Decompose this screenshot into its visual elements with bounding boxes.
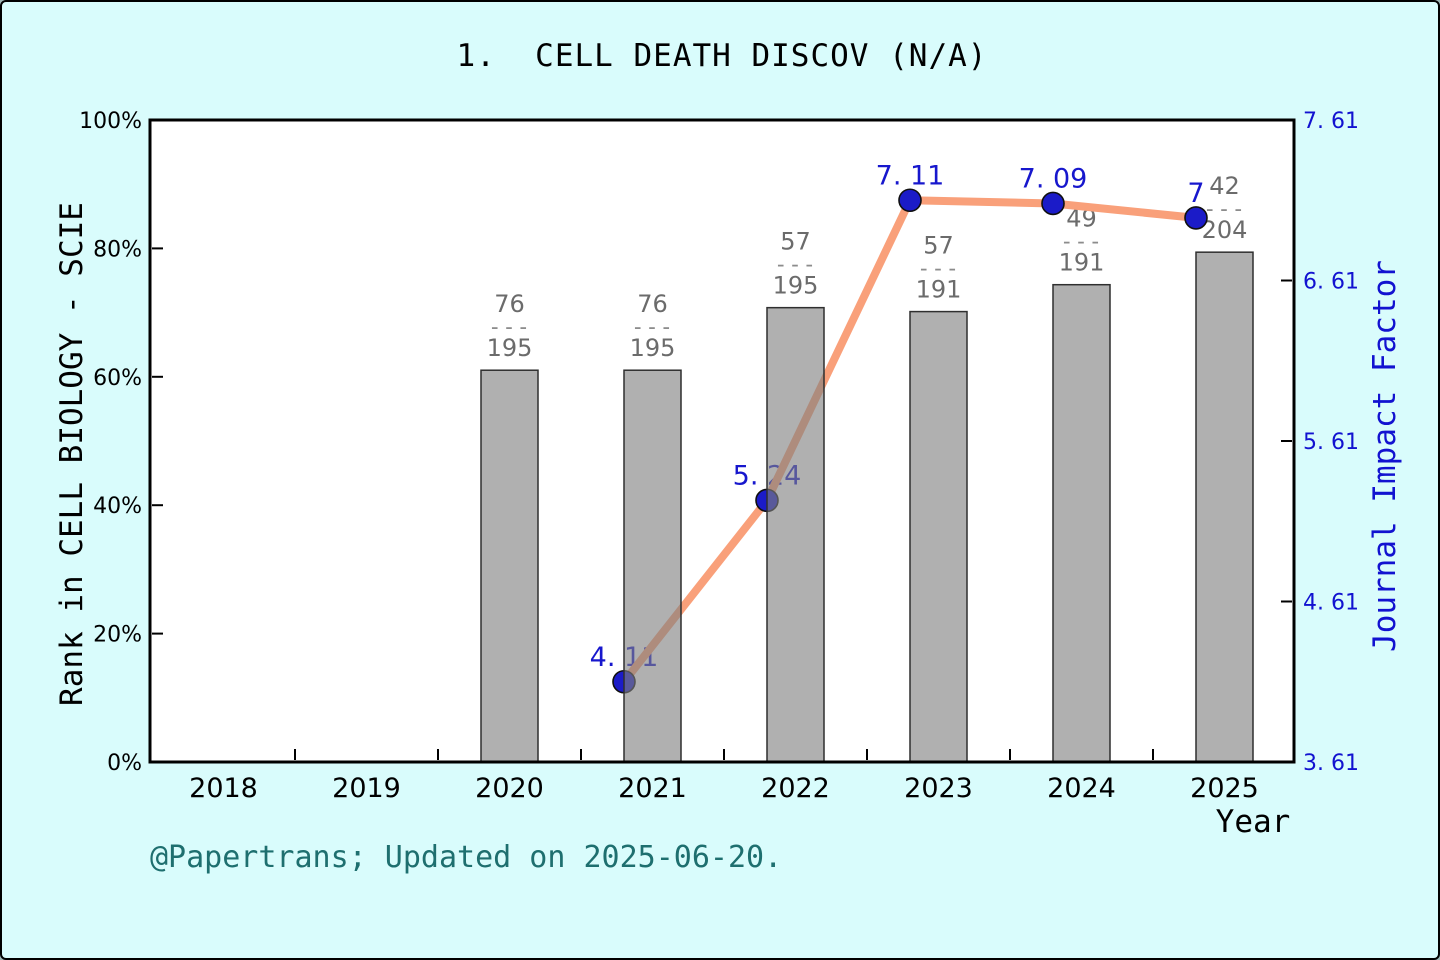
bar-rank-divider: --- <box>774 253 817 278</box>
impact-factor-point <box>1184 206 1208 230</box>
rank-bar <box>766 306 825 763</box>
left-axis-tick-label: 100% <box>79 109 142 134</box>
plot-background <box>150 120 1294 762</box>
impact-factor-label: 7. 09 <box>1019 163 1088 194</box>
right-axis-tick-label: 4. 61 <box>1303 591 1359 616</box>
attribution-note: @Papertrans; Updated on 2025-06-20. <box>150 840 783 875</box>
bar-rank-numerator: 57 <box>780 228 811 256</box>
x-axis-year-label: 2023 <box>904 773 973 804</box>
bar-rank-numerator: 76 <box>494 290 525 318</box>
plot-frame <box>148 118 1296 764</box>
bar-rank-denominator: 191 <box>916 276 962 304</box>
x-axis-year-label: 2025 <box>1190 773 1259 804</box>
x-axis-year-label: 2024 <box>1047 773 1116 804</box>
bar-rank-divider: --- <box>917 257 960 282</box>
bar-rank-divider: --- <box>1060 230 1103 255</box>
bar-rank-denominator: 195 <box>487 334 533 362</box>
impact-factor-label: 7 <box>1187 178 1204 209</box>
left-axis-tick-label: 40% <box>93 494 142 519</box>
chart-title: 1. CELL DEATH DISCOV (N/A) <box>456 38 988 74</box>
bar-rank-divider: --- <box>1203 197 1246 222</box>
left-axis-tick-label: 0% <box>107 751 142 776</box>
right-axis-title: Journal Impact Factor <box>1367 260 1403 652</box>
x-axis-year-label: 2019 <box>332 773 401 804</box>
bar-rank-numerator: 57 <box>923 232 954 260</box>
bar-rank-numerator: 76 <box>637 290 668 318</box>
left-axis-tick-label: 20% <box>93 623 142 648</box>
rank-bar <box>909 310 968 763</box>
left-axis-title: Rank in CELL BIOLOGY - SCIE <box>54 202 90 706</box>
left-axis-tick-label: 80% <box>93 237 142 262</box>
right-axis-tick-label: 5. 61 <box>1303 430 1359 455</box>
rank-bar <box>1195 251 1254 763</box>
x-axis-title: Year <box>1215 804 1291 840</box>
bar-rank-denominator: 204 <box>1202 216 1248 244</box>
impact-factor-point <box>1041 191 1065 216</box>
right-axis-tick-label: 6. 61 <box>1303 270 1359 295</box>
bar-rank-denominator: 191 <box>1059 249 1105 277</box>
right-axis-tick-label: 7. 61 <box>1303 109 1359 134</box>
rank-bar <box>480 369 539 763</box>
bar-rank-denominator: 195 <box>630 334 676 362</box>
left-axis-tick-label: 60% <box>93 366 142 391</box>
right-axis-tick-label: 3. 61 <box>1303 751 1359 776</box>
x-axis-year-label: 2018 <box>189 773 258 804</box>
x-axis-year-label: 2022 <box>761 773 830 804</box>
x-axis-year-label: 2020 <box>475 773 544 804</box>
x-axis-year-label: 2021 <box>618 773 687 804</box>
rank-bar <box>623 369 682 763</box>
bar-rank-numerator: 42 <box>1209 172 1240 200</box>
bar-rank-denominator: 195 <box>773 272 819 300</box>
bar-rank-divider: --- <box>488 315 531 340</box>
rank-bar <box>1052 283 1111 763</box>
impact-factor-point <box>898 188 922 213</box>
impact-factor-label: 7. 11 <box>876 160 945 191</box>
bar-rank-divider: --- <box>631 315 674 340</box>
